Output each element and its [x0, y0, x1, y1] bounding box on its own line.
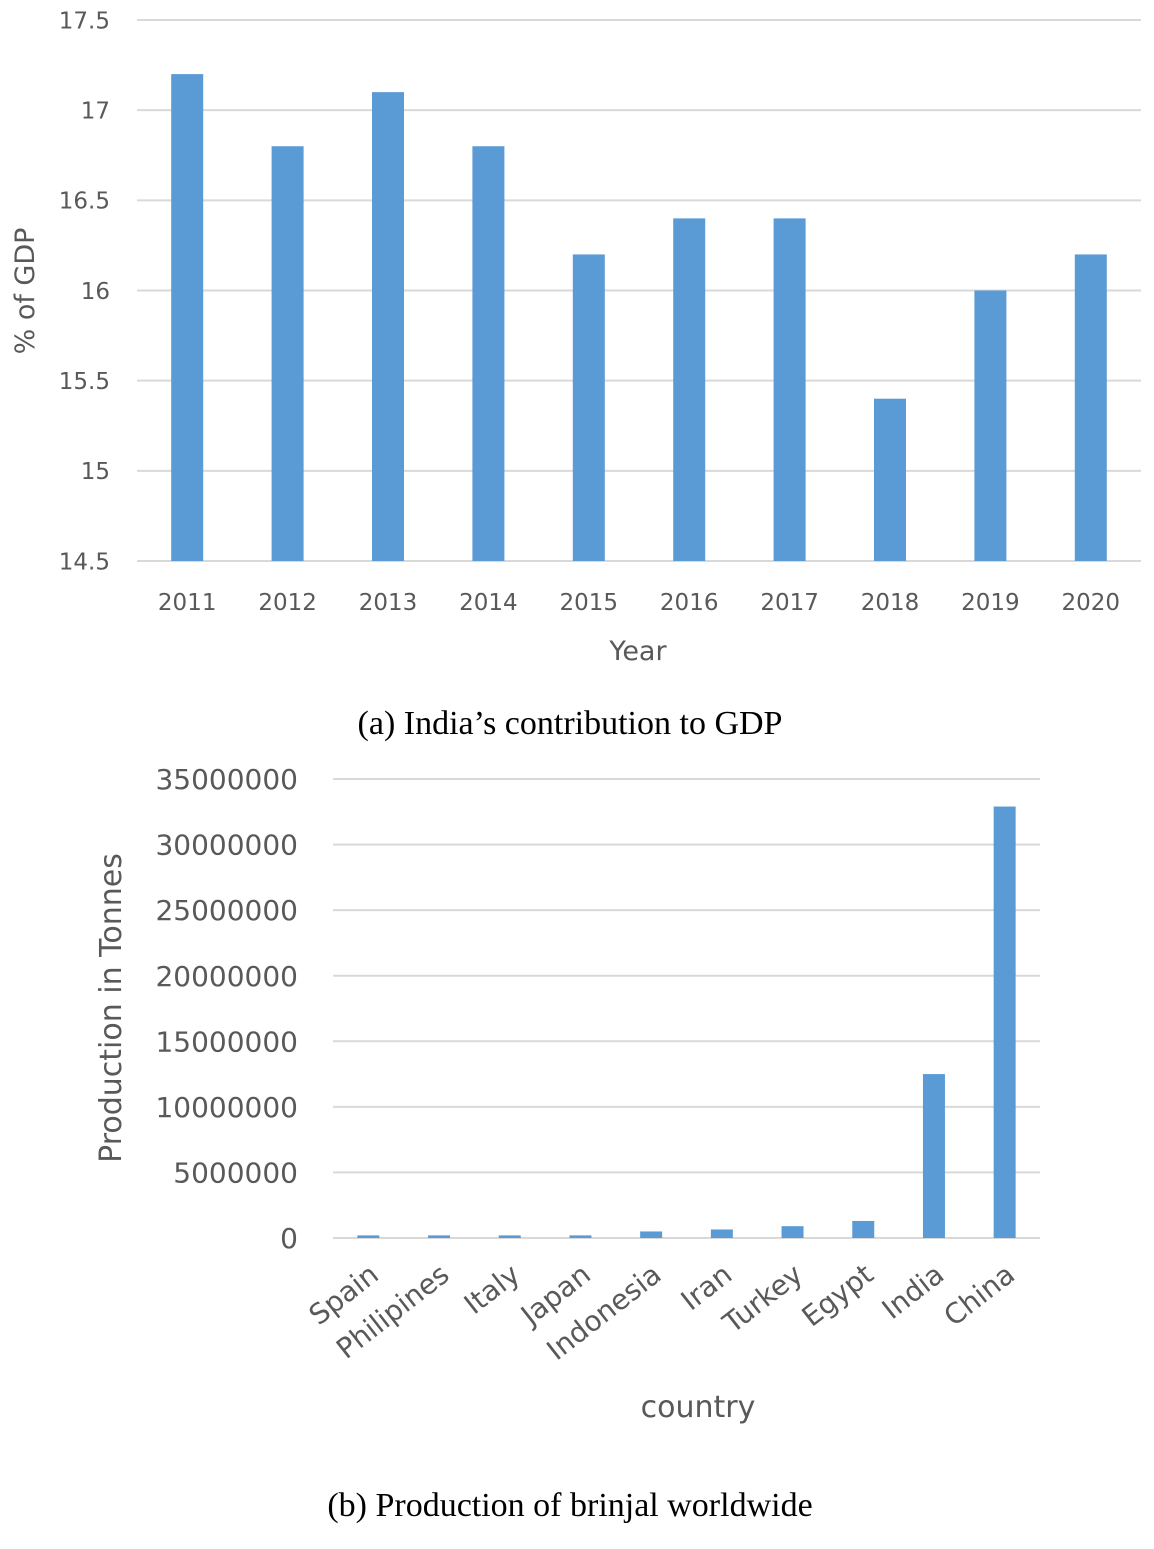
x-tick-label: 2013 [359, 590, 418, 616]
bar-2016 [673, 218, 706, 561]
bar-2018 [874, 398, 906, 561]
y-tick-label: 20000000 [155, 960, 298, 993]
y-tick-label: 5000000 [173, 1157, 298, 1190]
y-tick-label: 35000000 [155, 763, 298, 796]
bar-egypt [852, 1220, 875, 1238]
y-tick-label: 15.5 [59, 369, 110, 395]
bar-2017 [773, 218, 806, 561]
y-tick-labels: 0 5000000 10000000 15000000 20000000 25000000… [155, 763, 298, 1255]
bar-2013 [372, 92, 404, 561]
y-tick-label: 30000000 [155, 829, 298, 862]
y-tick-label: 16 [81, 279, 110, 305]
x-axis-title: Year [608, 636, 667, 667]
y-tick-label: 25000000 [155, 894, 298, 927]
y-tick-label: 16.5 [59, 189, 110, 215]
x-tick-label: 2011 [158, 590, 217, 616]
y-tick-labels: 14.5 15 15.5 16 16.5 17 17.5 [59, 8, 110, 575]
bar-japan [569, 1235, 592, 1238]
x-tick-label: 2016 [660, 590, 719, 616]
y-tick-label: 0 [280, 1222, 298, 1255]
bar-turkey [781, 1226, 804, 1238]
bar-2011 [171, 74, 204, 561]
y-tick-label: 10000000 [155, 1091, 298, 1124]
bar-philipines [428, 1235, 451, 1238]
x-axis-title: country [641, 1390, 756, 1425]
chart-brinjal-production: 0 5000000 10000000 15000000 20000000 25000000… [94, 763, 1040, 1524]
gridlines [137, 19, 1141, 562]
bars [357, 806, 1016, 1238]
caption-a: (a) India’s contribution to GDP [358, 705, 783, 742]
x-tick-label: Egypt [796, 1258, 880, 1334]
y-axis-title: Production in Tonnes [94, 853, 129, 1163]
x-tick-label: Italy [458, 1258, 526, 1321]
x-tick-label: China [938, 1258, 1021, 1333]
y-tick-label: 15 [81, 459, 110, 485]
y-axis-title: % of GDP [10, 228, 41, 355]
gridlines [333, 778, 1040, 1239]
y-tick-label: 14.5 [59, 549, 110, 575]
caption-b: (b) Production of brinjal worldwide [327, 1487, 812, 1524]
x-tick-label: India [876, 1258, 950, 1326]
bar-2012 [271, 146, 304, 561]
bars [171, 74, 1107, 561]
bar-spain [357, 1235, 380, 1238]
bar-2019 [974, 290, 1007, 561]
x-tick-label: 2020 [1062, 590, 1121, 616]
y-tick-label: 15000000 [155, 1025, 298, 1058]
y-tick-label: 17.5 [59, 8, 110, 34]
x-tick-label: 2018 [861, 590, 920, 616]
x-tick-label: 2019 [961, 590, 1020, 616]
bar-china [993, 806, 1016, 1238]
bar-2020 [1074, 254, 1107, 561]
bar-2014 [472, 146, 505, 561]
bar-indonesia [640, 1231, 663, 1238]
x-tick-labels: 2011 2012 2013 2014 2015 2016 2017 2018 2019 2020 [158, 590, 1120, 616]
x-tick-label: 2015 [560, 590, 619, 616]
x-tick-label: 2017 [760, 590, 819, 616]
x-tick-label: 2014 [459, 590, 518, 616]
bar-iran [710, 1229, 733, 1238]
x-tick-label: 2012 [258, 590, 317, 616]
x-tick-label: Turkey [716, 1258, 809, 1341]
y-tick-label: 17 [81, 98, 110, 124]
bar-india [922, 1074, 945, 1238]
bar-2015 [572, 254, 605, 561]
bar-italy [498, 1235, 521, 1238]
